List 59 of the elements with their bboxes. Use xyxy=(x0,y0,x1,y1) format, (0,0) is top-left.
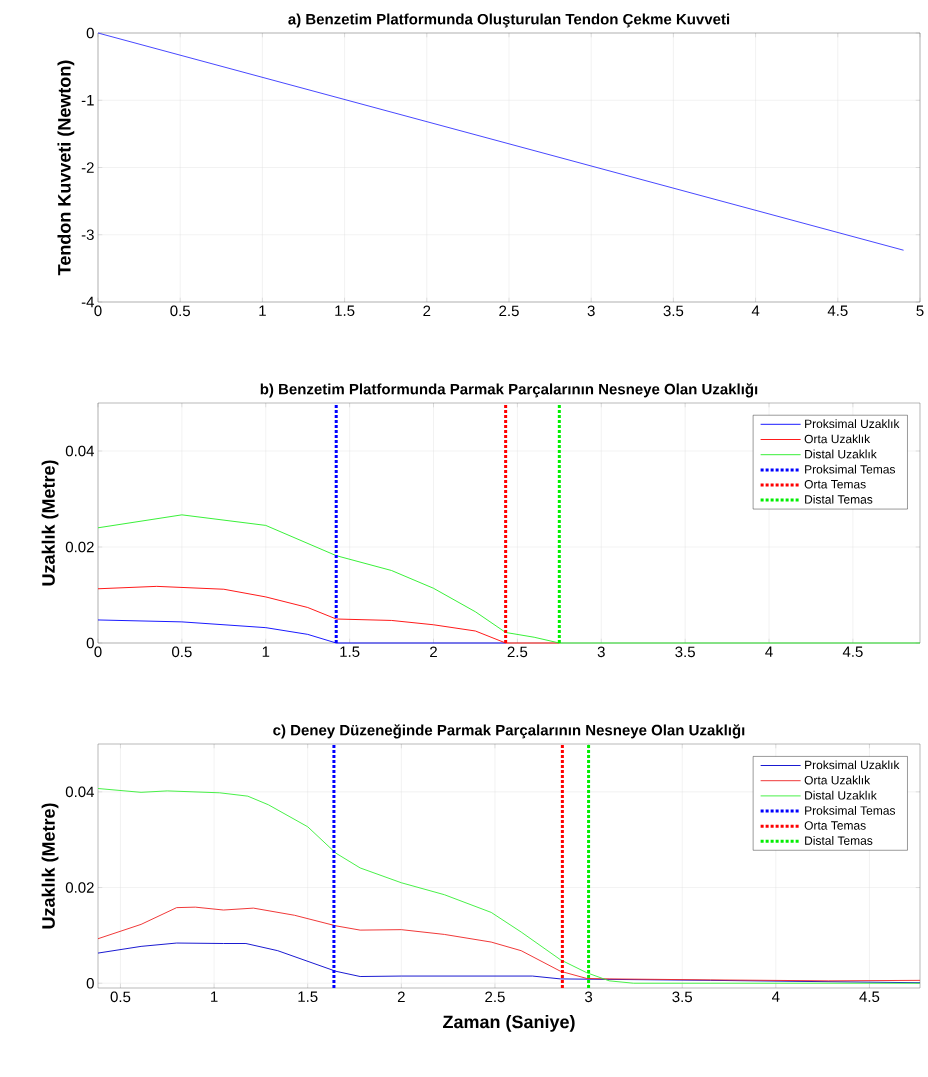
legend-label: Orta Temas xyxy=(804,479,866,489)
y-axis-title: Tendon Kuvveti (Newton) xyxy=(57,60,75,276)
chart-title: c) Deney Düzeneğinde Parmak Parçalarının Nesneye Olan Uzaklığı xyxy=(273,724,745,739)
legend-label: Distal Uzaklık xyxy=(805,790,878,800)
x-tick-label: 0.5 xyxy=(172,646,192,658)
legend-label: Orta Uzaklık xyxy=(804,775,871,785)
legend-label: Orta Uzaklık xyxy=(804,434,871,444)
x-tick-label: 2 xyxy=(423,305,431,317)
y-tick-label: -1 xyxy=(82,95,94,106)
legend-label: Orta Temas xyxy=(804,821,866,830)
x-tick-label: 4 xyxy=(765,646,773,657)
x-tick-label: 3 xyxy=(585,991,593,1003)
x-tick-label: 2.5 xyxy=(507,646,528,658)
x-tick-label: 1.5 xyxy=(298,991,318,1002)
y-tick-label: 0.02 xyxy=(66,541,94,553)
x-tick-label: 1.5 xyxy=(340,646,360,657)
x-tick-label: 5 xyxy=(916,305,924,316)
x-tick-label: 4.5 xyxy=(827,305,848,316)
x-tick-label: 4 xyxy=(772,991,780,1002)
x-tick-label: 2.5 xyxy=(499,305,520,317)
chart-title: b) Benzetim Platformunda Parmak Parçalarının Nesneye Olan Uzaklığı xyxy=(260,383,758,398)
legend-label: Distal Uzaklık xyxy=(805,449,878,459)
x-tick-label: 4.5 xyxy=(843,646,863,657)
legend-label: Distal Temas xyxy=(805,836,873,845)
x-tick-label: 1 xyxy=(259,305,267,316)
x-tick-label: 3.5 xyxy=(675,646,696,658)
legend-label: Proksimal Uzaklık xyxy=(805,419,900,429)
y-tick-label: 0 xyxy=(86,977,95,989)
x-tick-label: 4 xyxy=(752,305,760,316)
x-tick-label: 3.5 xyxy=(663,305,684,317)
x-tick-label: 2.5 xyxy=(485,991,506,1003)
y-tick-label: -4 xyxy=(82,296,95,308)
y-tick-label: 0 xyxy=(86,637,95,649)
x-tick-label: 0.5 xyxy=(110,991,131,1003)
legend-label: Proksimal Temas xyxy=(805,806,896,815)
chart-title: a) Benzetim Platformunda Oluşturulan Tendon Çekme Kuvveti xyxy=(288,13,730,28)
y-axis-title: Uzaklık (Metre) xyxy=(41,803,59,929)
x-tick-label: 1 xyxy=(262,646,270,657)
y-tick-label: 0.04 xyxy=(66,445,95,457)
x-tick-label: 3 xyxy=(597,646,606,658)
x-axis-title: Zaman (Saniye) xyxy=(443,1015,575,1032)
y-tick-label: -2 xyxy=(82,162,94,173)
x-tick-label: 1 xyxy=(211,991,218,1002)
y-tick-label: -3 xyxy=(82,229,95,241)
legend-label: Proksimal Temas xyxy=(805,464,896,474)
x-tick-label: 3 xyxy=(587,305,595,317)
x-tick-label: 0.5 xyxy=(170,305,191,317)
x-tick-label: 3.5 xyxy=(672,991,693,1003)
y-tick-label: 0 xyxy=(86,27,95,39)
x-tick-label: 4.5 xyxy=(859,991,880,1002)
y-tick-label: 0.02 xyxy=(66,882,94,893)
y-axis-title: Uzaklık (Metre) xyxy=(41,460,59,586)
x-tick-label: 2 xyxy=(430,646,438,658)
y-tick-label: 0.04 xyxy=(66,786,95,798)
x-tick-label: 2 xyxy=(398,991,406,1003)
x-tick-label: 1.5 xyxy=(335,305,355,316)
line-series xyxy=(97,906,921,982)
legend-label: Distal Temas xyxy=(805,494,873,504)
legend-label: Proksimal Uzaklık xyxy=(805,760,900,770)
